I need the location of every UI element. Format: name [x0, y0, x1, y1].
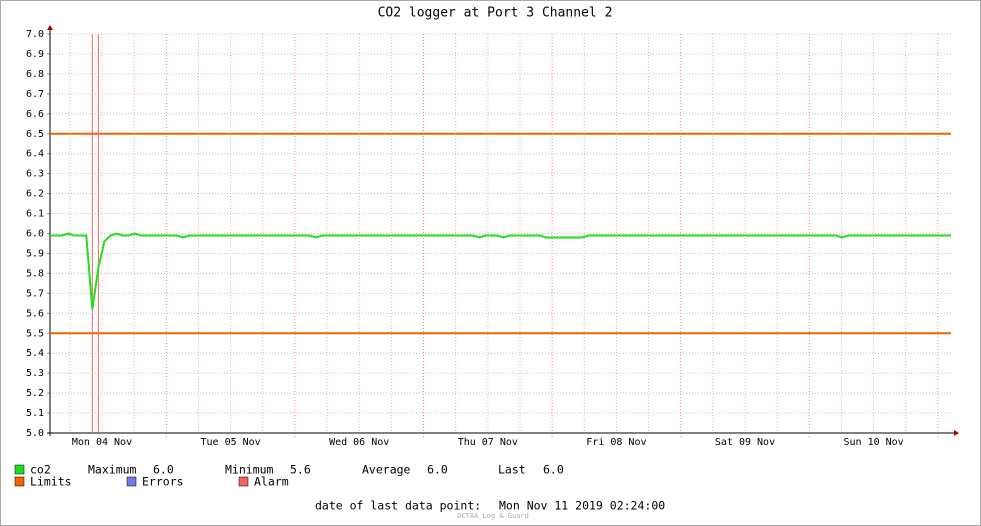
- y-tick-label: 5.9: [26, 248, 44, 259]
- legend-swatch: [14, 476, 25, 487]
- y-tick-label: 5.6: [26, 308, 44, 319]
- y-tick-label: 6.9: [26, 49, 44, 60]
- stat-name: Minimum: [225, 463, 274, 477]
- y-tick-label: 5.4: [26, 348, 44, 359]
- stat-value: 5.6: [290, 463, 311, 477]
- x-tick-label: Wed 06 Nov: [329, 437, 389, 448]
- stat-name: Maximum: [88, 463, 137, 477]
- stat-value: 6.0: [153, 463, 174, 477]
- x-axis-arrow: [954, 430, 959, 436]
- x-tick-label: Sat 09 Nov: [715, 437, 775, 448]
- y-tick-label: 5.0: [26, 428, 44, 439]
- y-tick-label: 6.1: [26, 209, 44, 220]
- y-tick-label: 6.6: [26, 109, 44, 120]
- y-tick-label: 6.4: [26, 149, 44, 160]
- y-tick-label: 5.5: [26, 328, 44, 339]
- legend-swatch: [238, 476, 249, 487]
- legend-label: co2: [30, 463, 51, 477]
- legend-label: Alarm: [254, 475, 289, 489]
- y-tick-label: 5.2: [26, 388, 44, 399]
- last-point: Mon Nov 11 2019 02:24:00: [499, 499, 665, 513]
- stat-value: 6.0: [543, 463, 564, 477]
- chart-title: CO2 logger at Port 3 Channel 2: [378, 6, 613, 21]
- x-tick-label: Thu 07 Nov: [458, 437, 518, 448]
- watermark: OCTAA Log & Guard: [457, 512, 529, 520]
- legend-swatch: [126, 476, 137, 487]
- y-tick-label: 5.3: [26, 368, 44, 379]
- y-tick-label: 5.1: [26, 408, 44, 419]
- x-tick-label: Tue 05 Nov: [200, 437, 260, 448]
- y-tick-label: 7.0: [26, 29, 44, 40]
- stat-name: Last: [498, 463, 526, 477]
- y-tick-label: 6.7: [26, 89, 44, 100]
- y-tick-label: 6.0: [26, 229, 44, 240]
- y-tick-label: 6.5: [26, 129, 44, 140]
- legend-label: Limits: [30, 475, 72, 489]
- x-tick-label: Fri 08 Nov: [586, 437, 646, 448]
- y-tick-label: 6.3: [26, 169, 44, 180]
- stat-name: Average: [362, 463, 411, 477]
- legend-swatch: [14, 464, 25, 475]
- last-point-label: date of last data point:: [315, 499, 481, 513]
- y-tick-label: 6.8: [26, 69, 44, 80]
- y-tick-label: 6.2: [26, 189, 44, 200]
- y-tick-label: 5.8: [26, 268, 44, 279]
- legend-label: Errors: [142, 475, 184, 489]
- x-tick-label: Mon 04 Nov: [72, 437, 132, 448]
- line-series: [50, 232, 951, 310]
- x-tick-label: Sun 10 Nov: [843, 437, 903, 448]
- y-tick-label: 5.7: [26, 288, 44, 299]
- y-axis-arrow: [47, 25, 53, 30]
- stat-value: 6.0: [427, 463, 448, 477]
